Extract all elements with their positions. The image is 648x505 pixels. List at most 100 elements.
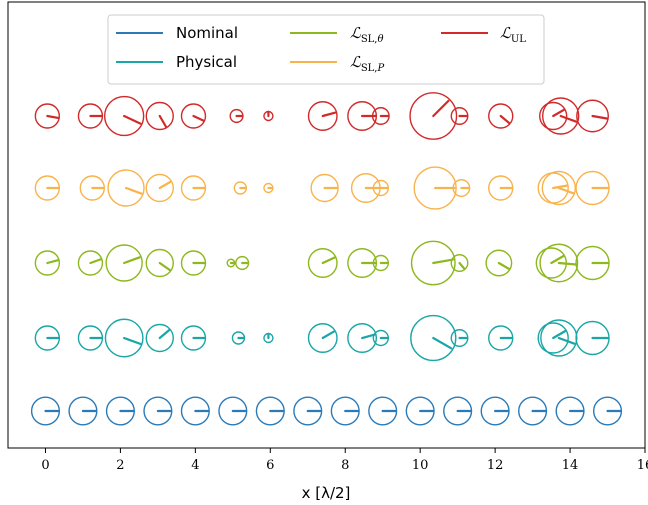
x-tick-label-14: 14 <box>562 458 579 473</box>
element-circle-ul-2 <box>103 95 145 137</box>
element-needle-ul-13 <box>552 108 566 118</box>
element-circle-nominal-1 <box>68 396 98 426</box>
element-circle-sl_p-14 <box>541 170 577 206</box>
x-tick-label-2: 2 <box>116 458 124 473</box>
element-needle-sl_p-2 <box>124 186 143 195</box>
element-circle-ul-3 <box>145 101 174 131</box>
element-needle-physical-13 <box>552 330 567 340</box>
element-circle-ul-13 <box>539 101 568 131</box>
element-circle-ul-14 <box>542 97 580 135</box>
element-circle-ul-10 <box>409 92 458 140</box>
element-circle-sl_theta-7 <box>307 248 338 278</box>
element-circle-nominal-12 <box>480 396 510 426</box>
element-needle-ul-2 <box>123 114 142 125</box>
element-circle-sl_theta-0 <box>34 250 61 276</box>
element-needle-ul-15 <box>591 114 608 120</box>
element-rows <box>30 92 623 426</box>
x-tick-label-0: 0 <box>41 458 49 473</box>
plot-frame <box>7 1 646 449</box>
element-circle-sl_p-2 <box>107 169 145 207</box>
element-needle-ul-10 <box>432 99 450 118</box>
element-needle-sl_theta-10 <box>432 258 455 265</box>
element-circle-physical-15 <box>575 320 610 356</box>
x-axis-label: x [λ/2] <box>302 484 351 502</box>
row-physical <box>34 314 610 362</box>
row-ul <box>34 92 609 140</box>
element-circle-sl_theta-12 <box>485 249 513 277</box>
element-needle-sl_theta-0 <box>46 259 60 265</box>
element-circle-physical-2 <box>104 318 144 358</box>
element-needle-ul-14 <box>559 114 578 123</box>
element-needle-physical-10 <box>432 336 453 350</box>
element-circle-nominal-4 <box>180 396 210 426</box>
element-needle-sl_theta-2 <box>123 256 141 265</box>
element-needle-physical-14 <box>557 336 576 345</box>
element-circle-ul-4 <box>180 103 207 129</box>
element-circle-physical-3 <box>145 323 174 353</box>
x-tick-label-12: 12 <box>487 458 504 473</box>
element-circle-physical-8 <box>347 323 378 353</box>
element-needle-physical-3 <box>158 328 171 340</box>
row-nominal <box>30 396 623 426</box>
legend-entry-nominal: Nominal <box>116 24 238 42</box>
element-circle-physical-10 <box>410 314 457 362</box>
element-needle-sl_p-13 <box>552 184 568 190</box>
element-needle-physical-8 <box>361 333 376 340</box>
element-circle-sl_p-3 <box>145 173 174 203</box>
x-tick-label-4: 4 <box>191 458 199 473</box>
element-circle-physical-7 <box>307 323 338 353</box>
element-circle-nominal-15 <box>592 396 623 426</box>
element-needle-ul-0 <box>46 114 60 120</box>
element-needle-ul-12 <box>499 114 511 125</box>
element-circle-ul-0 <box>34 103 61 129</box>
element-circle-physical-13 <box>537 322 569 354</box>
element-needle-sl_theta-14 <box>557 261 578 266</box>
element-circle-nominal-8 <box>330 396 360 426</box>
element-needle-ul-4 <box>192 114 205 122</box>
element-circle-sl_p-15 <box>575 170 610 206</box>
element-circle-nominal-0 <box>30 396 61 426</box>
legend-label-nominal: Nominal <box>176 24 238 42</box>
element-needle-sl_p-14 <box>557 186 575 195</box>
element-circle-sl_theta-1 <box>77 250 104 276</box>
element-needle-sl_theta-11 <box>458 261 466 270</box>
element-needle-ul-7 <box>321 111 337 118</box>
element-circle-nominal-7 <box>293 396 323 426</box>
element-circle-ul-8 <box>347 101 378 131</box>
element-circle-sl_theta-15 <box>575 245 610 281</box>
element-circle-sl_p-10 <box>413 166 457 210</box>
x-axis: 0 2 4 6 8 10 12 14 16 <box>41 448 648 473</box>
element-needle-ul-3 <box>158 114 168 128</box>
x-tick-label-8: 8 <box>341 458 349 473</box>
legend-box <box>107 14 545 85</box>
element-circle-ul-7 <box>307 101 338 131</box>
element-circle-sl_theta-2 <box>105 244 143 282</box>
element-circle-sl_theta-3 <box>145 248 174 278</box>
element-circle-nominal-11 <box>443 396 473 426</box>
legend-label-physical: Physical <box>176 53 237 71</box>
element-needle-sl_theta-3 <box>158 261 172 272</box>
element-needle-sl_theta-7 <box>321 256 336 265</box>
element-needle-sl_theta-1 <box>89 258 102 265</box>
element-circle-sl_theta-10 <box>410 240 456 286</box>
element-needle-sl_theta-12 <box>497 261 511 270</box>
element-circle-sl_theta-8 <box>347 248 378 278</box>
row-sl_theta <box>34 240 610 286</box>
legend: Nominal Physical ℒSL,θ ℒSL,P ℒUL <box>107 14 545 85</box>
legend-entry-physical: Physical <box>116 53 237 71</box>
element-circle-ul-12 <box>488 103 514 129</box>
element-needle-sl_theta-13 <box>550 255 565 265</box>
element-circle-ul-15 <box>576 99 609 133</box>
x-tick-label-16: 16 <box>637 458 648 473</box>
element-circle-nominal-6 <box>255 396 285 426</box>
element-circle-nominal-14 <box>555 396 585 426</box>
element-circle-nominal-13 <box>518 396 548 426</box>
element-circle-nominal-10 <box>405 396 435 426</box>
element-circle-physical-14 <box>540 319 578 357</box>
x-tick-label-6: 6 <box>266 458 274 473</box>
element-circle-nominal-9 <box>368 396 398 426</box>
element-circle-sl_theta-14 <box>539 243 579 283</box>
element-circle-nominal-5 <box>218 396 248 426</box>
element-circle-sl_theta-11 <box>450 254 469 272</box>
